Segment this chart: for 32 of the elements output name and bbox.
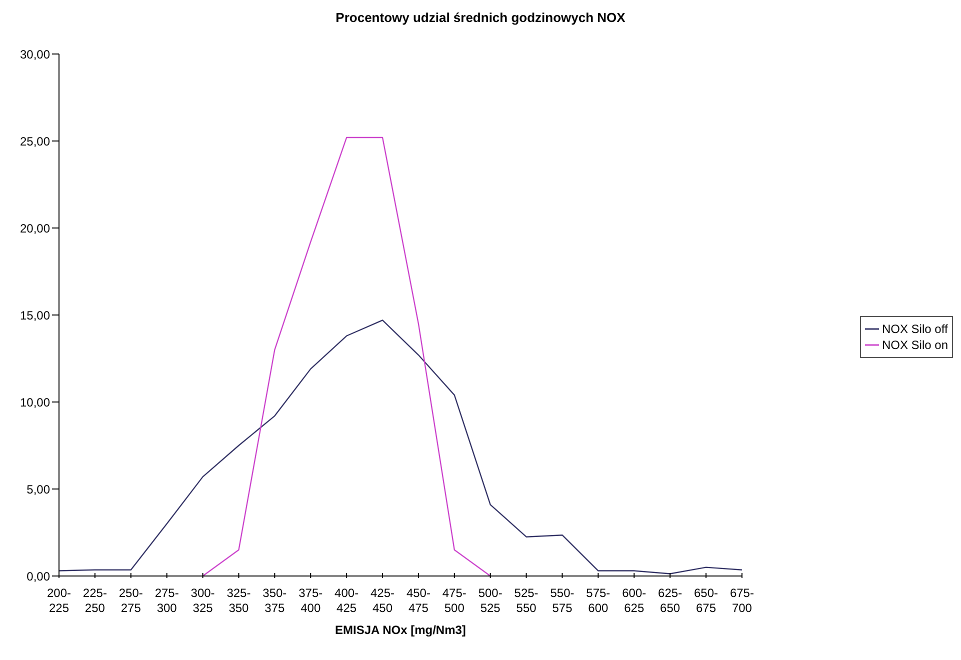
x-tick-label: 275-300 — [154, 586, 179, 615]
x-tick-label: 525-550 — [514, 586, 538, 615]
y-tick-label: 5,00 — [26, 482, 50, 496]
x-tick-label: 675-700 — [730, 586, 754, 615]
x-tick-label: 450-475 — [406, 586, 430, 615]
x-tick-label: 600-625 — [622, 586, 646, 615]
x-tick-label: 375-400 — [298, 586, 323, 615]
x-tick-label: 425-450 — [370, 586, 395, 615]
y-tick-label: 10,00 — [20, 395, 50, 410]
y-tick-label: 30,00 — [20, 47, 50, 62]
x-tick-label: 475-500 — [442, 586, 466, 615]
x-tick-label: 400-425 — [334, 586, 359, 615]
x-tick-label: 350-375 — [262, 586, 287, 615]
x-tick-label: 200-225 — [46, 586, 72, 615]
y-tick-label: 20,00 — [20, 221, 50, 236]
x-tick-label: 225-250 — [82, 586, 107, 615]
x-tick-label: 250-275 — [118, 586, 143, 615]
x-tick-label: 300-325 — [190, 586, 215, 615]
legend-label: NOX Silo off — [882, 322, 948, 336]
x-tick-label: 575-600 — [586, 586, 610, 615]
line-series — [202, 136, 491, 576]
x-tick-label: 625-650 — [658, 586, 682, 615]
x-tick-label: 500-525 — [478, 586, 502, 615]
y-tick-label: 25,00 — [20, 134, 50, 148]
x-tick-label: 650-675 — [694, 586, 718, 615]
legend-label: NOX Silo on — [882, 338, 948, 352]
x-axis-title: EMISJA NOx [mg/Nm3] — [335, 623, 466, 637]
chart-title: Procentowy udzial średnich godzinowych NOX — [334, 9, 626, 27]
x-tick-label: 325-350 — [226, 586, 251, 615]
y-tick-label: 15,00 — [20, 308, 50, 322]
x-tick-label: 550-575 — [550, 586, 574, 615]
y-tick-label: 0,00 — [26, 569, 50, 584]
